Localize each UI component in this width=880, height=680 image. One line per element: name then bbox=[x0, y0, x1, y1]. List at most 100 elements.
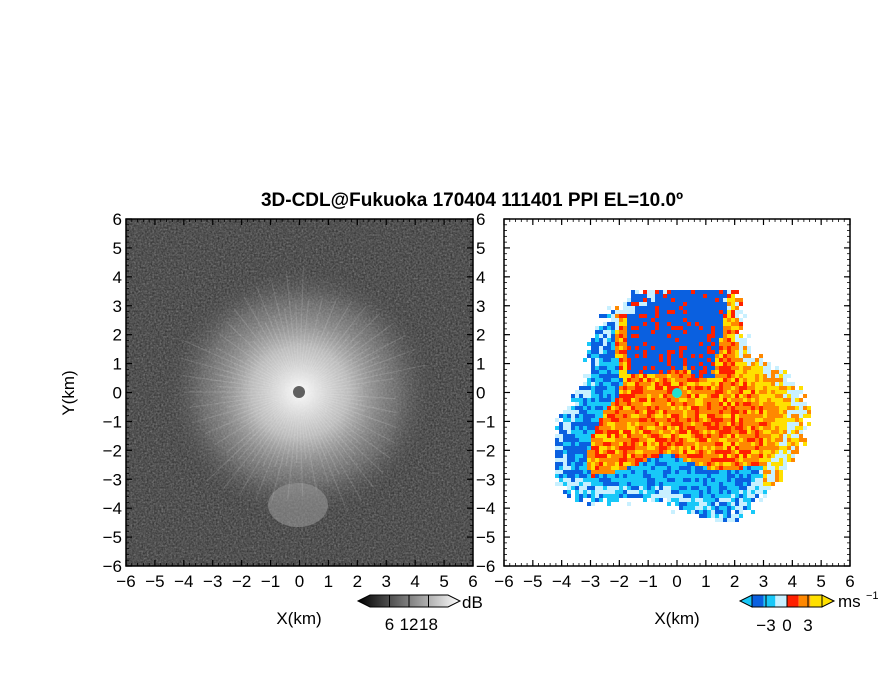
velocity-cell bbox=[615, 394, 619, 398]
velocity-cell bbox=[787, 438, 791, 442]
velocity-cell bbox=[731, 442, 735, 446]
velocity-cell bbox=[759, 398, 763, 402]
velocity-cell bbox=[707, 334, 711, 338]
velocity-cell bbox=[651, 450, 655, 454]
velocity-cell bbox=[751, 462, 755, 466]
velocity-cell bbox=[727, 474, 731, 478]
velocity-cell bbox=[631, 322, 635, 326]
velocity-cell bbox=[667, 390, 671, 394]
velocity-cell bbox=[595, 454, 599, 458]
velocity-cell bbox=[579, 426, 583, 430]
velocity-cell bbox=[591, 350, 595, 354]
velocity-cell bbox=[579, 410, 583, 414]
velocity-cell bbox=[751, 382, 755, 386]
velocity-cell bbox=[651, 350, 655, 354]
velocity-cell bbox=[687, 458, 691, 462]
velocity-cell bbox=[639, 298, 643, 302]
velocity-cell bbox=[619, 434, 623, 438]
velocity-cell bbox=[627, 346, 631, 350]
velocity-cell bbox=[639, 346, 643, 350]
velocity-cell bbox=[703, 302, 707, 306]
velocity-cell bbox=[675, 290, 679, 294]
velocity-cell bbox=[603, 402, 607, 406]
echo-streak bbox=[214, 391, 300, 445]
echo-streak bbox=[298, 391, 398, 429]
velocity-cell bbox=[671, 438, 675, 442]
velocity-cell bbox=[747, 446, 751, 450]
velocity-cell bbox=[603, 426, 607, 430]
echo-streak bbox=[298, 331, 340, 393]
velocity-cell bbox=[715, 474, 719, 478]
velocity-cell bbox=[735, 322, 739, 326]
velocity-cell bbox=[703, 462, 707, 466]
velocity-cell bbox=[559, 446, 563, 450]
velocity-cell bbox=[559, 462, 563, 466]
velocity-cell bbox=[711, 438, 715, 442]
velocity-cell bbox=[699, 486, 703, 490]
velocity-cell bbox=[627, 354, 631, 358]
velocity-cell bbox=[567, 466, 571, 470]
velocity-cell bbox=[715, 306, 719, 310]
velocity-cell bbox=[671, 466, 675, 470]
velocity-cell bbox=[571, 458, 575, 462]
velocity-cell bbox=[779, 402, 783, 406]
velocity-cell bbox=[587, 406, 591, 410]
velocity-cell bbox=[703, 334, 707, 338]
velocity-cell bbox=[795, 430, 799, 434]
echo-streak bbox=[298, 334, 407, 393]
velocity-cell bbox=[655, 498, 659, 502]
velocity-cell bbox=[579, 430, 583, 434]
velocity-cell bbox=[735, 406, 739, 410]
velocity-cell bbox=[683, 458, 687, 462]
velocity-cell bbox=[659, 486, 663, 490]
velocity-cell bbox=[623, 490, 627, 494]
velocity-cell bbox=[751, 410, 755, 414]
velocity-cell bbox=[727, 370, 731, 374]
velocity-cell bbox=[663, 482, 667, 486]
y-tick-label: 1 bbox=[113, 355, 122, 374]
velocity-cell bbox=[739, 430, 743, 434]
velocity-cell bbox=[703, 410, 707, 414]
velocity-cell bbox=[683, 406, 687, 410]
velocity-cell bbox=[579, 442, 583, 446]
velocity-colorbar-segment bbox=[763, 595, 776, 607]
velocity-cell bbox=[667, 434, 671, 438]
velocity-cell bbox=[639, 466, 643, 470]
velocity-cell bbox=[695, 462, 699, 466]
velocity-cell bbox=[727, 426, 731, 430]
velocity-cell bbox=[711, 470, 715, 474]
velocity-cell bbox=[719, 442, 723, 446]
velocity-cell bbox=[751, 466, 755, 470]
velocity-cell bbox=[719, 318, 723, 322]
velocity-cell bbox=[707, 326, 711, 330]
velocity-cell bbox=[791, 394, 795, 398]
velocity-cell bbox=[599, 366, 603, 370]
velocity-cell bbox=[679, 326, 683, 330]
velocity-cell bbox=[727, 346, 731, 350]
velocity-cell bbox=[615, 390, 619, 394]
velocity-cell bbox=[759, 422, 763, 426]
velocity-cell bbox=[707, 486, 711, 490]
velocity-cell bbox=[731, 430, 735, 434]
velocity-cell bbox=[663, 430, 667, 434]
velocity-cell bbox=[807, 414, 811, 418]
velocity-cell bbox=[687, 438, 691, 442]
velocity-cell bbox=[743, 346, 747, 350]
velocity-cell bbox=[803, 406, 807, 410]
velocity-cell bbox=[735, 458, 739, 462]
velocity-cell bbox=[663, 310, 667, 314]
velocity-cell bbox=[719, 434, 723, 438]
velocity-cell bbox=[703, 358, 707, 362]
velocity-cell bbox=[635, 454, 639, 458]
velocity-cell bbox=[751, 478, 755, 482]
y-tick-label: 2 bbox=[113, 326, 122, 345]
velocity-cell bbox=[675, 318, 679, 322]
velocity-cell bbox=[667, 418, 671, 422]
velocity-cell bbox=[655, 478, 659, 482]
colorbar-tick-label: 12 bbox=[400, 615, 419, 634]
velocity-cell bbox=[687, 334, 691, 338]
velocity-cell bbox=[667, 342, 671, 346]
echo-streak bbox=[287, 391, 300, 500]
velocity-cell bbox=[719, 338, 723, 342]
